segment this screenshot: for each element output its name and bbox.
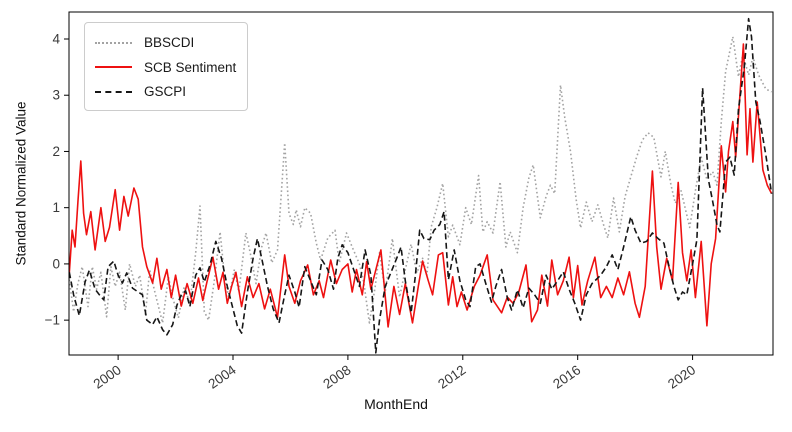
dotted-line-sample-icon: [95, 42, 132, 45]
x-tick-label: 2000: [91, 362, 124, 392]
y-tick-label: 4: [52, 31, 60, 46]
solid-line-sample-icon: [95, 66, 132, 69]
x-tick-label: 2016: [550, 362, 583, 392]
series-line-gscpi: [68, 17, 773, 354]
legend-item-gscpi: GSCPI: [95, 80, 237, 104]
plot-frame: [68, 11, 774, 356]
legend-label-gscpi: GSCPI: [144, 84, 187, 100]
y-axis-title: Standard Normalized Value: [13, 101, 29, 266]
y-tick-label: 1: [52, 200, 60, 215]
x-tick-label: 2008: [320, 362, 353, 392]
series-line-bbscdi: [68, 35, 772, 324]
x-tick-label: 2012: [435, 362, 468, 392]
chart-legend: BBSCDI SCB Sentiment GSCPI: [84, 22, 248, 111]
legend-item-bbscdi: BBSCDI: [95, 31, 237, 55]
y-tick-label: 0: [52, 256, 60, 271]
x-axis-title: MonthEnd: [364, 396, 428, 412]
legend-label-scb-sentiment: SCB Sentiment: [144, 59, 237, 75]
legend-item-scb-sentiment: SCB Sentiment: [95, 55, 237, 79]
dashed-line-sample-icon: [95, 90, 132, 93]
x-tick-label: 2004: [206, 362, 240, 392]
y-tick-label: 2: [52, 144, 60, 159]
y-tick-label: −1: [45, 313, 60, 328]
legend-label-bbscdi: BBSCDI: [144, 35, 195, 51]
x-tick-label: 2020: [665, 362, 698, 392]
y-tick-label: 3: [52, 88, 60, 103]
